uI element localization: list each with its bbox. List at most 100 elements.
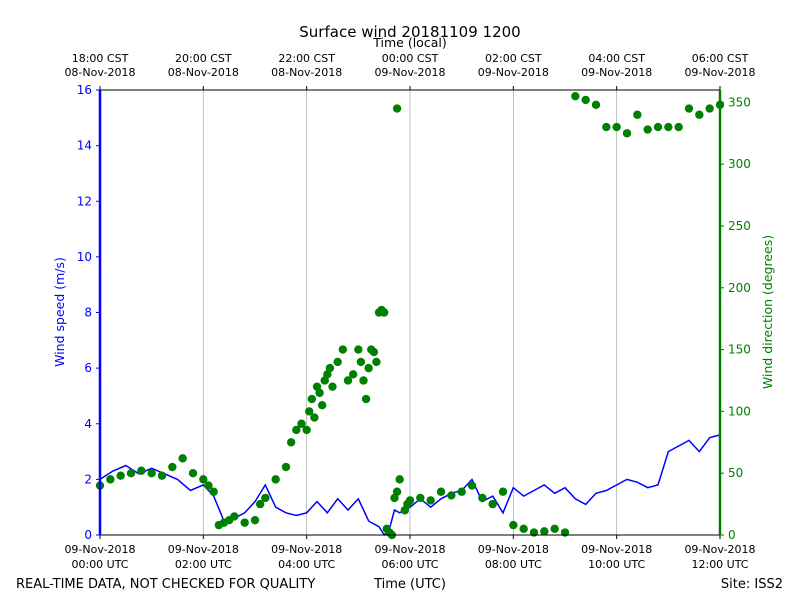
wind-direction-point <box>447 491 456 500</box>
wind-direction-point <box>372 357 381 367</box>
x-axis-label: Time (UTC) <box>373 577 446 592</box>
top-tick-date: 09-Nov-2018 <box>581 66 652 79</box>
x-tick-date: 09-Nov-2018 <box>168 543 239 556</box>
left-tick-label: 12 <box>77 194 92 208</box>
top-tick-date: 08-Nov-2018 <box>271 66 342 79</box>
wind-direction-point <box>581 95 590 105</box>
axis-ticks: 09-Nov-2018 00:00 UTC 09-Nov-2018 02:00 UTC… <box>64 52 755 571</box>
top-tick-time: 06:00 CST <box>692 52 749 65</box>
wind-direction-point <box>240 518 249 527</box>
wind-direction-point <box>286 438 296 447</box>
left-tick-label: 8 <box>84 306 92 320</box>
wind-direction-point <box>498 487 508 496</box>
chart-title: Surface wind 20181109 1200 <box>299 23 520 41</box>
wind-direction-point <box>509 520 518 530</box>
x-tick-time: 08:00 UTC <box>485 558 542 571</box>
top-tick-time: 20:00 CST <box>175 52 232 65</box>
wind-direction-point <box>199 475 208 484</box>
x-tick-time: 12:00 UTC <box>691 558 748 571</box>
wind-direction-point <box>325 363 335 373</box>
wind-direction-point <box>126 468 136 478</box>
wind-direction-point <box>457 487 466 496</box>
right-tick-label: 250 <box>728 219 751 233</box>
top-tick-date: 09-Nov-2018 <box>684 66 755 79</box>
wind-direction-point <box>405 496 415 505</box>
footer-disclaimer: REAL-TIME DATA, NOT CHECKED FOR QUALITY <box>16 577 315 592</box>
x-tick-date: 09-Nov-2018 <box>64 543 135 556</box>
top-tick-time: 04:00 CST <box>588 52 645 65</box>
wind-direction-point <box>317 401 327 410</box>
wind-direction-point <box>550 524 559 534</box>
top-tick-time: 02:00 CST <box>485 52 542 65</box>
wind-direction-point <box>395 475 404 484</box>
x-tick-time: 06:00 UTC <box>381 558 438 571</box>
wind-direction-point <box>519 524 528 534</box>
wind-direction-point <box>310 413 319 422</box>
x-tick-time: 04:00 UTC <box>278 558 335 571</box>
wind-direction-point <box>307 394 317 404</box>
wind-direction-point <box>261 493 270 503</box>
right-tick-label: 0 <box>728 528 736 542</box>
wind-direction-point <box>612 122 621 132</box>
right-tick-label: 100 <box>728 404 751 418</box>
wind-direction-point <box>684 104 694 113</box>
x-tick-date: 09-Nov-2018 <box>684 543 755 556</box>
wind-direction-point <box>354 345 363 354</box>
wind-direction-point <box>356 357 366 367</box>
left-tick-label: 4 <box>84 417 92 431</box>
wind-direction-point <box>106 475 115 484</box>
wind-direction-point <box>571 91 580 101</box>
left-tick-label: 16 <box>77 83 92 97</box>
left-tick-label: 10 <box>77 250 92 264</box>
wind-direction-point <box>137 466 146 475</box>
wind-direction-point <box>255 499 265 509</box>
right-tick-label: 350 <box>728 95 751 109</box>
wind-direction-point <box>379 308 389 317</box>
wind-direction-series <box>95 91 725 540</box>
wind-direction-point <box>540 527 549 536</box>
wind-direction-point <box>643 125 652 134</box>
wind-direction-point <box>178 454 187 463</box>
x-tick-date: 09-Nov-2018 <box>271 543 342 556</box>
vertical-gridlines <box>99 90 721 535</box>
x-tick-date: 09-Nov-2018 <box>581 543 652 556</box>
wind-direction-point <box>674 122 683 132</box>
wind-direction-point <box>364 363 373 373</box>
wind-direction-point <box>705 104 714 113</box>
wind-direction-point <box>359 376 368 385</box>
wind-direction-point <box>168 462 177 472</box>
x-tick-time: 02:00 UTC <box>175 558 232 571</box>
left-axis-label: Wind speed (m/s) <box>52 257 67 367</box>
wind-direction-point <box>209 487 218 496</box>
wind-direction-point <box>271 475 280 484</box>
x-tick-date: 09-Nov-2018 <box>374 543 445 556</box>
x-tick-time: 10:00 UTC <box>588 558 645 571</box>
wind-direction-point <box>416 493 425 503</box>
wind-direction-point <box>633 110 642 119</box>
wind-direction-point <box>292 425 301 435</box>
wind-direction-point <box>622 129 632 138</box>
wind-direction-point <box>333 357 342 367</box>
right-tick-label: 300 <box>728 157 751 171</box>
top-tick-time: 18:00 CST <box>72 52 129 65</box>
wind-direction-point <box>695 110 704 119</box>
top-tick-date: 08-Nov-2018 <box>168 66 239 79</box>
left-tick-label: 6 <box>84 361 92 375</box>
wind-direction-point <box>369 347 379 357</box>
left-tick-label: 0 <box>84 528 92 542</box>
x-tick-date: 09-Nov-2018 <box>478 543 549 556</box>
wind-direction-point <box>602 122 611 132</box>
wind-direction-point <box>328 382 337 391</box>
left-tick-label: 2 <box>84 472 92 486</box>
wind-direction-point <box>250 515 260 525</box>
wind-direction-point <box>305 407 314 416</box>
top-tick-time: 00:00 CST <box>382 52 439 65</box>
wind-direction-point <box>392 487 402 496</box>
top-tick-date: 08-Nov-2018 <box>64 66 135 79</box>
wind-direction-point <box>361 394 371 404</box>
right-tick-label: 150 <box>728 343 751 357</box>
wind-direction-point <box>467 481 477 490</box>
wind-direction-point <box>664 122 673 132</box>
footer-site: Site: ISS2 <box>721 577 783 592</box>
